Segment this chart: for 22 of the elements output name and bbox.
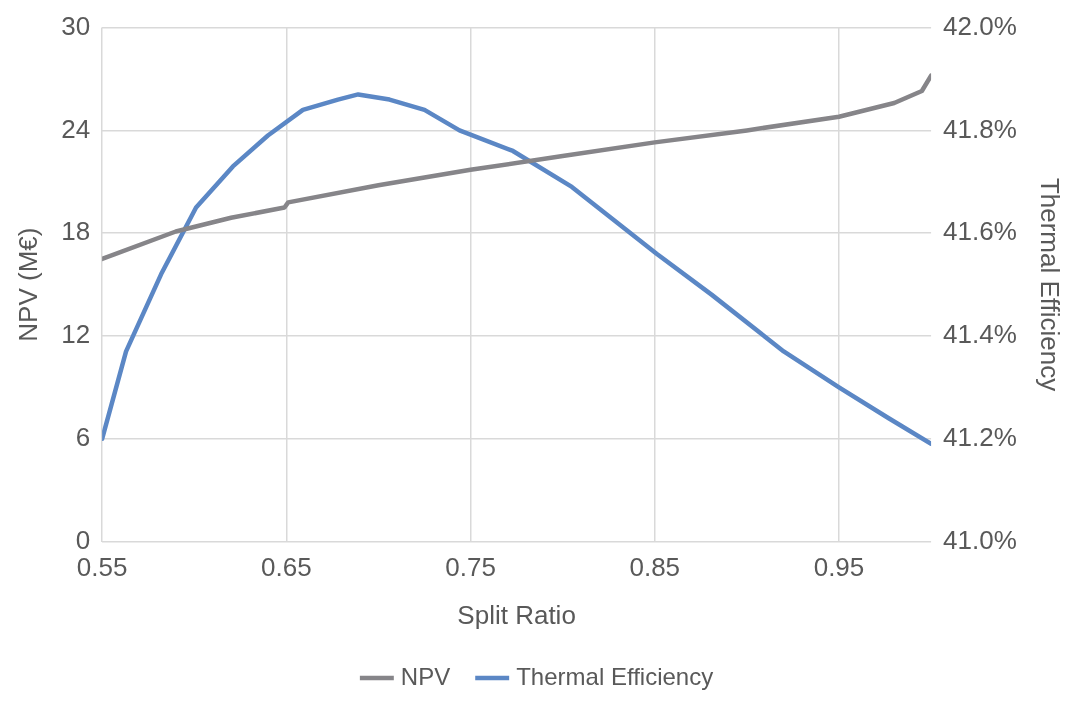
y2-tick-label: 41.8% <box>943 113 1017 144</box>
y2-tick-label: 41.6% <box>943 216 1017 247</box>
y2-tick-label: 41.4% <box>943 319 1017 350</box>
y2-tick-label: 41.0% <box>943 524 1017 555</box>
y-tick-label: 24 <box>61 113 91 144</box>
y2-axis-title: Thermal Efficiency <box>1035 177 1066 392</box>
x-tick-label: 0.85 <box>629 552 681 583</box>
legend-label: Thermal Efficiency <box>516 662 714 690</box>
legend-label: NPV <box>400 662 451 690</box>
x-tick-label: 0.95 <box>813 552 865 583</box>
y2-tick-label: 42.0% <box>943 10 1017 41</box>
y-axis-title: NPV (M€) <box>12 227 43 342</box>
x-tick-label: 0.65 <box>261 552 312 583</box>
y-tick-label: 30 <box>61 10 91 41</box>
y-tick-label: 0 <box>75 524 91 555</box>
x-tick-label: 0.55 <box>76 552 128 583</box>
y-tick-label: 12 <box>61 319 91 350</box>
x-tick-label: 0.75 <box>445 552 496 583</box>
y-tick-label: 6 <box>75 421 91 452</box>
x-axis-title: Split Ratio <box>457 599 576 630</box>
y2-tick-label: 41.2% <box>943 421 1017 452</box>
y-tick-label: 18 <box>61 216 91 247</box>
